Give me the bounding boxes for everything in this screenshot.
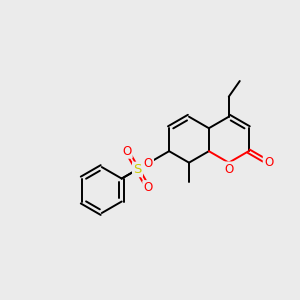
Text: O: O	[264, 156, 273, 169]
Text: O: O	[122, 145, 131, 158]
Text: S: S	[133, 163, 142, 176]
Text: O: O	[144, 157, 153, 170]
Text: O: O	[143, 181, 153, 194]
Text: O: O	[224, 163, 233, 176]
